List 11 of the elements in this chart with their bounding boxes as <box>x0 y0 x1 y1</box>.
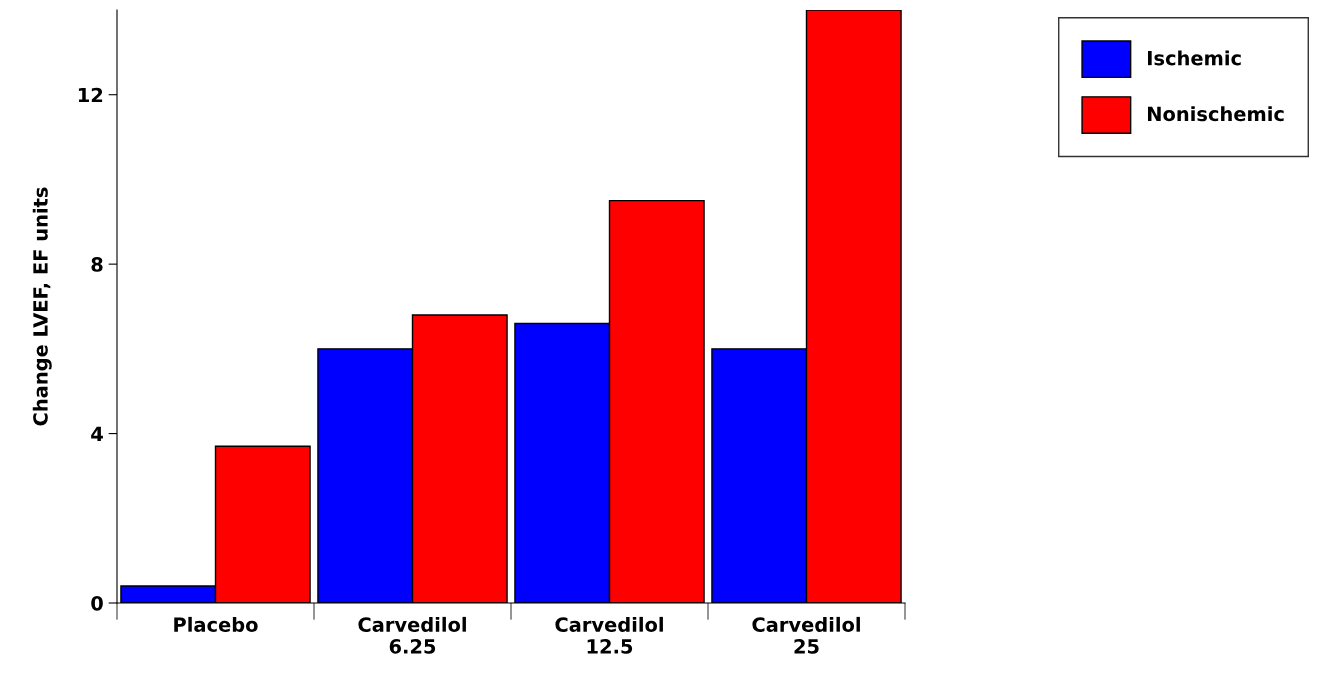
x-tick-label: Carvedilol 25 <box>752 616 860 654</box>
y-tick-label: 4 <box>91 426 103 441</box>
y-tick-label: 8 <box>91 257 103 272</box>
legend-label: Ischemic <box>1148 50 1241 66</box>
y-axis-title: Change LVEF, EF units <box>32 187 52 426</box>
x-tick-label: Carvedilol 12.5 <box>555 616 663 654</box>
y-tick-label: 12 <box>78 87 103 103</box>
x-tick-label: Carvedilol 6.25 <box>358 616 466 654</box>
legend-label: Nonischemic <box>1148 106 1284 122</box>
x-tick-label: Placebo <box>174 616 258 632</box>
y-tick-label: 0 <box>91 595 103 611</box>
